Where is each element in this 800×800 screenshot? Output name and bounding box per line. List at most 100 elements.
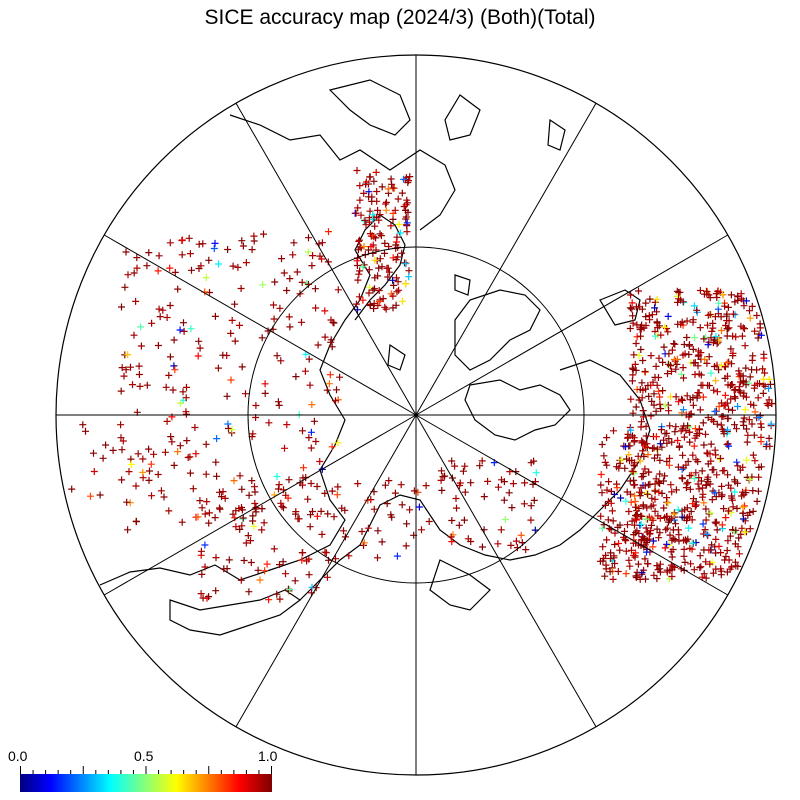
accuracy-marker (637, 332, 645, 340)
accuracy-marker (718, 482, 726, 490)
accuracy-marker (362, 221, 370, 229)
accuracy-marker (666, 531, 674, 539)
accuracy-marker (731, 528, 739, 536)
accuracy-marker (279, 558, 287, 566)
accuracy-marker (631, 521, 638, 529)
accuracy-marker (130, 269, 138, 277)
accuracy-marker (683, 392, 691, 400)
accuracy-marker (727, 395, 735, 403)
accuracy-marker (276, 595, 284, 603)
accuracy-marker (632, 403, 640, 411)
accuracy-marker (238, 522, 246, 530)
accuracy-marker (601, 501, 609, 509)
colorbar (20, 766, 272, 792)
accuracy-marker (672, 520, 679, 528)
accuracy-marker (237, 576, 245, 584)
accuracy-marker (693, 306, 701, 314)
accuracy-marker (755, 473, 763, 481)
accuracy-marker (725, 442, 733, 450)
accuracy-marker (700, 570, 708, 578)
accuracy-marker (678, 513, 686, 521)
accuracy-marker (678, 396, 686, 404)
accuracy-marker (284, 494, 292, 502)
accuracy-marker (634, 452, 642, 460)
accuracy-marker (369, 211, 377, 219)
accuracy-marker (124, 526, 132, 534)
accuracy-marker (742, 393, 750, 401)
accuracy-marker (736, 388, 744, 396)
accuracy-marker (722, 514, 730, 522)
accuracy-marker (699, 419, 707, 427)
accuracy-marker (629, 409, 637, 417)
accuracy-marker (631, 459, 639, 467)
accuracy-marker (718, 493, 726, 500)
accuracy-marker (353, 167, 361, 174)
accuracy-marker (205, 509, 213, 517)
accuracy-marker (696, 406, 704, 414)
accuracy-marker (706, 450, 714, 458)
accuracy-marker (274, 398, 282, 406)
accuracy-marker (374, 527, 382, 535)
accuracy-marker (754, 487, 762, 495)
accuracy-marker (672, 393, 680, 401)
accuracy-marker (714, 287, 722, 295)
accuracy-marker (741, 406, 749, 414)
accuracy-marker (642, 299, 650, 307)
accuracy-marker (721, 556, 729, 564)
accuracy-marker (448, 538, 456, 546)
accuracy-marker (494, 540, 502, 548)
accuracy-marker (742, 381, 750, 389)
accuracy-marker (683, 504, 691, 512)
accuracy-marker (707, 440, 715, 448)
accuracy-marker (700, 335, 708, 343)
accuracy-marker (605, 478, 613, 486)
accuracy-marker (132, 482, 140, 490)
accuracy-marker (171, 268, 179, 276)
accuracy-marker (628, 305, 636, 313)
accuracy-marker (647, 352, 655, 360)
accuracy-marker (313, 483, 321, 490)
accuracy-marker (654, 512, 662, 520)
accuracy-marker (650, 444, 658, 452)
accuracy-marker (425, 518, 433, 525)
accuracy-marker (660, 504, 668, 512)
accuracy-marker (647, 412, 655, 420)
accuracy-marker (124, 271, 132, 279)
accuracy-marker (276, 561, 283, 569)
accuracy-marker (163, 314, 171, 321)
accuracy-marker (205, 593, 213, 601)
accuracy-marker (376, 230, 384, 238)
accuracy-marker (325, 380, 333, 388)
accuracy-marker (735, 534, 743, 542)
accuracy-marker (757, 423, 765, 431)
accuracy-marker (639, 447, 647, 455)
accuracy-marker (727, 291, 735, 299)
coastline-alaska-south (429, 559, 491, 611)
accuracy-marker (289, 251, 297, 259)
accuracy-marker (654, 324, 662, 332)
accuracy-marker (706, 546, 714, 554)
accuracy-marker (626, 442, 634, 450)
accuracy-marker (746, 509, 754, 516)
accuracy-marker (639, 472, 647, 480)
latitude-circle (247, 246, 585, 584)
accuracy-marker (602, 561, 610, 569)
accuracy-marker (709, 569, 717, 577)
accuracy-marker (742, 297, 750, 305)
accuracy-marker (310, 417, 318, 425)
accuracy-marker (656, 560, 664, 568)
accuracy-marker (686, 472, 694, 480)
accuracy-marker (484, 477, 492, 485)
accuracy-marker (352, 209, 360, 217)
accuracy-marker (400, 175, 408, 183)
accuracy-marker (741, 502, 748, 510)
accuracy-marker (621, 464, 629, 472)
accuracy-marker (202, 274, 210, 282)
accuracy-marker (731, 558, 739, 566)
accuracy-marker (665, 435, 673, 443)
coastline-uk (444, 94, 481, 141)
accuracy-marker (391, 206, 399, 214)
coastline-siberia-south (169, 589, 302, 636)
accuracy-marker (166, 353, 174, 361)
accuracy-marker (724, 325, 732, 333)
